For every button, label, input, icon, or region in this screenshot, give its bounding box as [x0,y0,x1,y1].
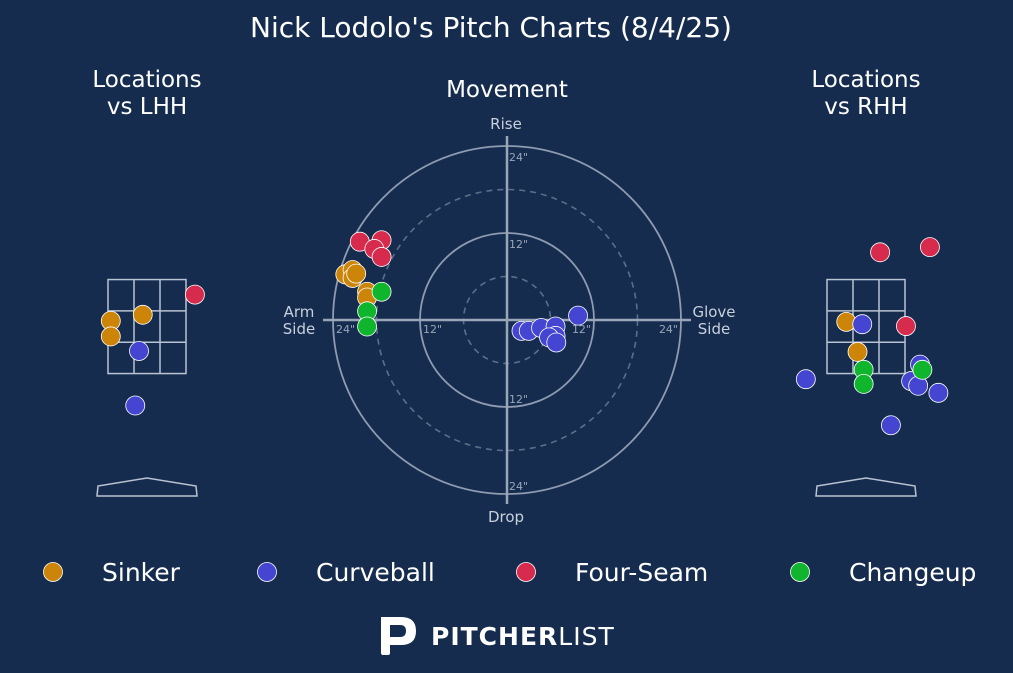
movement-label-arm: Arm [284,303,315,321]
strike-zone-lhh [107,278,187,375]
brand-light-text: LIST [558,622,614,651]
legend-marker-four-seam [516,562,536,582]
lhh-title-line-1: Locations [92,67,201,93]
pitch-point-curveball [928,382,949,403]
rhh-title-line-2: vs RHH [824,94,907,120]
movement-ring-labels: 12" 12" 12" 12" 24" 24" 24" 24" [336,151,678,493]
pitch-point-curveball [129,341,149,361]
ring-label: 12" [423,323,442,336]
movement-point-four-seam [371,247,392,267]
pitch-point-four-seam [185,284,205,305]
movement-label-rise: Rise [490,115,522,133]
pitch-point-sinker [132,304,153,325]
brand-bold-text: PITCHER [431,622,558,651]
ring-label: 24" [509,151,528,164]
pitch-point-changeup [853,373,874,394]
legend-label-four-seam: Four-Seam [575,558,708,587]
movement-point-changeup [371,281,392,302]
legend-marker-curveball [257,562,277,582]
pitch-point-curveball [795,369,816,390]
ring-label: 12" [509,238,528,251]
movement-title: Movement [446,77,568,103]
movement-panel: Movement 12" 12" 12" 12" 24" 24" 24" 24" Rise D… [283,77,736,526]
legend-marker-changeup [790,562,810,582]
rhh-location-points [795,237,949,436]
movement-label-glove: Glove [692,303,735,321]
movement-point-changeup [357,316,377,337]
movement-label-drop: Drop [488,508,524,526]
pitch-point-four-seam [870,242,890,263]
pitch-point-four-seam [920,237,940,258]
pitch-point-sinker [100,326,121,347]
pitch-point-curveball [125,395,146,416]
movement-label-glove-side: Side [698,320,730,338]
movement-point-curveball [546,332,567,353]
movement-point-sinker [346,263,367,284]
legend-label-curveball: Curveball [316,558,435,587]
lhh-title-line-2: vs LHH [107,94,187,120]
pitch-point-curveball [881,415,901,436]
movement-label-arm-side: Side [283,320,315,338]
home-plate-lhh [96,477,198,497]
pitch-point-curveball [852,314,873,335]
strike-zone-box-lhh [107,278,187,375]
pitch-point-sinker [847,342,868,362]
home-plate-rhh [815,477,917,497]
pitch-point-four-seam [896,316,916,336]
lhh-location-points [100,284,205,416]
legend: Sinker Curveball Four-Seam Changeup [43,558,976,587]
pitcherlist-brand: PITCHERLIST [381,617,615,655]
movement-point-curveball [568,305,588,326]
movement-points [335,230,588,353]
legend-label-changeup: Changeup [849,558,976,587]
svg-text:PITCHERLIST: PITCHERLIST [431,622,615,651]
chart-title: Nick Lodolo's Pitch Charts (8/4/25) [250,11,732,44]
locations-vs-lhh-panel: Locations vs LHH [92,67,205,497]
ring-label: 24" [509,480,528,493]
ring-label: 12" [509,393,528,406]
ring-label: 24" [336,323,355,336]
rhh-title-line-1: Locations [811,67,920,93]
ring-label: 12" [572,323,591,336]
locations-vs-rhh-panel: Locations vs RHH [795,67,949,497]
legend-marker-sinker [43,562,63,582]
ring-label: 24" [659,323,678,336]
legend-label-sinker: Sinker [102,558,181,587]
pitch-point-changeup [912,359,933,380]
pitcherlist-p-logo-icon [381,617,416,655]
